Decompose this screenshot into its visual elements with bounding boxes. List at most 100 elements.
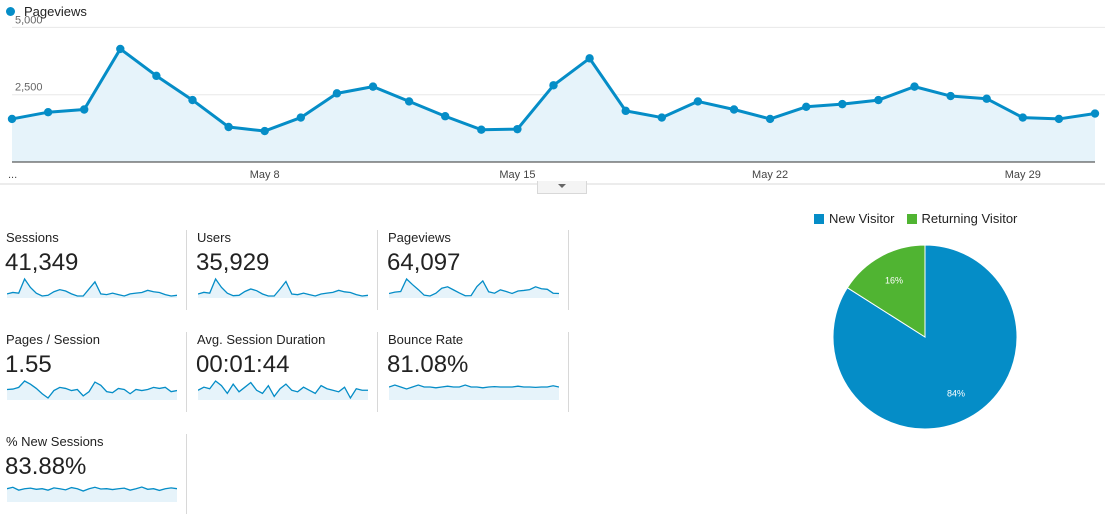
metric-avg-session-duration[interactable]: Avg. Session Duration 00:01:44: [191, 332, 373, 410]
sparkline-area: [389, 279, 559, 298]
legend-item-returning-visitor[interactable]: Returning Visitor: [906, 211, 1017, 226]
metric-pageviews[interactable]: Pageviews 64,097: [382, 230, 564, 308]
visitor-pie-chart: 84% 16%: [832, 244, 1018, 430]
sparkline-area: [389, 385, 559, 400]
data-point: [152, 71, 161, 81]
y-tick-label: 2,500: [15, 82, 43, 94]
sparkline-area: [7, 487, 177, 502]
sparkline: [389, 277, 559, 298]
sparkline-line: [7, 277, 177, 297]
data-point: [260, 126, 269, 136]
sparkline: [7, 486, 177, 502]
x-tick-label: ...: [8, 169, 17, 181]
data-point: [513, 124, 522, 134]
data-point: [1054, 114, 1064, 124]
legend-item-new-visitor[interactable]: New Visitor: [814, 211, 895, 226]
sparkline-line: [198, 277, 368, 297]
metric-label: Pageviews: [388, 230, 451, 245]
metric-divider: [377, 332, 378, 412]
pageviews-area: [12, 48, 1095, 162]
metric-label: Sessions: [6, 230, 59, 245]
data-point: [693, 97, 703, 106]
pageviews-legend-dot: [6, 7, 15, 16]
metric-value: 1.55: [5, 351, 52, 378]
metric-label: % New Sessions: [6, 434, 104, 449]
metric-divider: [186, 434, 187, 514]
sparkline: [389, 384, 559, 400]
sparkline-area: [198, 381, 368, 400]
metric-bounce-rate[interactable]: Bounce Rate 81.08%: [382, 332, 564, 410]
sparkline-line: [389, 277, 559, 297]
y-tick-label: 5,000: [15, 14, 43, 26]
data-point: [657, 113, 666, 122]
data-point: [982, 94, 991, 103]
chart-expand-toggle[interactable]: [537, 181, 587, 194]
metric-users[interactable]: Users 35,929: [191, 230, 373, 308]
data-point: [838, 99, 847, 109]
metric-divider: [377, 230, 378, 310]
new-visitor-swatch: [814, 213, 824, 224]
data-point: [404, 97, 414, 106]
metric-value: 35,929: [196, 249, 270, 276]
metric-divider: [568, 230, 569, 310]
sparkline-line: [7, 380, 177, 399]
data-point: [188, 95, 197, 105]
data-point: [477, 125, 486, 134]
sparkline-area: [198, 279, 368, 298]
pie-slice-label: 16%: [885, 276, 903, 286]
sparkline-line: [7, 486, 177, 492]
sparkline-line: [389, 384, 559, 390]
main-legend-label: Pageviews: [24, 4, 87, 19]
data-point: [874, 95, 883, 105]
returning-visitor-swatch: [906, 213, 917, 224]
data-point: [7, 114, 17, 124]
data-point: [368, 82, 378, 91]
metric-new-sessions[interactable]: % New Sessions 83.88%: [0, 434, 182, 512]
metric-value: 00:01:44: [196, 351, 290, 378]
data-point: [116, 44, 125, 54]
legend-label: New Visitor: [829, 211, 895, 226]
metric-divider: [568, 332, 569, 412]
data-point: [1090, 109, 1100, 118]
data-point: [1018, 113, 1027, 122]
chevron-down-icon: [558, 184, 566, 188]
x-tick-label: May 8: [250, 169, 280, 181]
sparkline-line: [198, 380, 368, 400]
data-point: [729, 105, 739, 114]
metric-label: Avg. Session Duration: [197, 332, 326, 347]
metric-label: Users: [197, 230, 231, 245]
data-point: [585, 54, 594, 63]
pie-legend: New Visitor Returning Visitor: [814, 211, 1029, 226]
main-legend[interactable]: Pageviews: [6, 4, 87, 19]
data-point: [549, 81, 558, 90]
sparkline-area: [7, 381, 177, 400]
sparkline: [198, 277, 368, 298]
pageviews-line-chart: 5,000 2,500... May 8 May 15 May 22 May 29: [0, 14, 1105, 185]
data-point: [910, 82, 919, 91]
metric-label: Bounce Rate: [388, 332, 464, 347]
sparkline: [7, 380, 177, 400]
metric-value: 81.08%: [387, 351, 469, 378]
data-point: [621, 106, 630, 116]
metric-label: Pages / Session: [6, 332, 100, 347]
data-point: [946, 91, 955, 101]
sparkline-area: [7, 279, 177, 298]
x-tick-label: May 29: [1005, 169, 1041, 181]
data-point: [802, 102, 811, 112]
metric-divider: [186, 230, 187, 310]
data-point: [441, 112, 450, 121]
metric-value: 83.88%: [5, 453, 87, 480]
data-point: [296, 113, 305, 122]
metric-value: 41,349: [5, 249, 79, 276]
pie-slice-label: 84%: [947, 388, 965, 398]
data-point: [332, 89, 342, 98]
data-point: [80, 105, 89, 114]
metric-value: 64,097: [387, 249, 461, 276]
sparkline: [7, 277, 177, 298]
metric-divider: [186, 332, 187, 412]
data-point: [224, 122, 233, 132]
metric-pages-per-session[interactable]: Pages / Session 1.55: [0, 332, 182, 410]
data-point: [765, 114, 775, 124]
data-point: [43, 107, 53, 117]
metric-sessions[interactable]: Sessions 41,349: [0, 230, 182, 308]
